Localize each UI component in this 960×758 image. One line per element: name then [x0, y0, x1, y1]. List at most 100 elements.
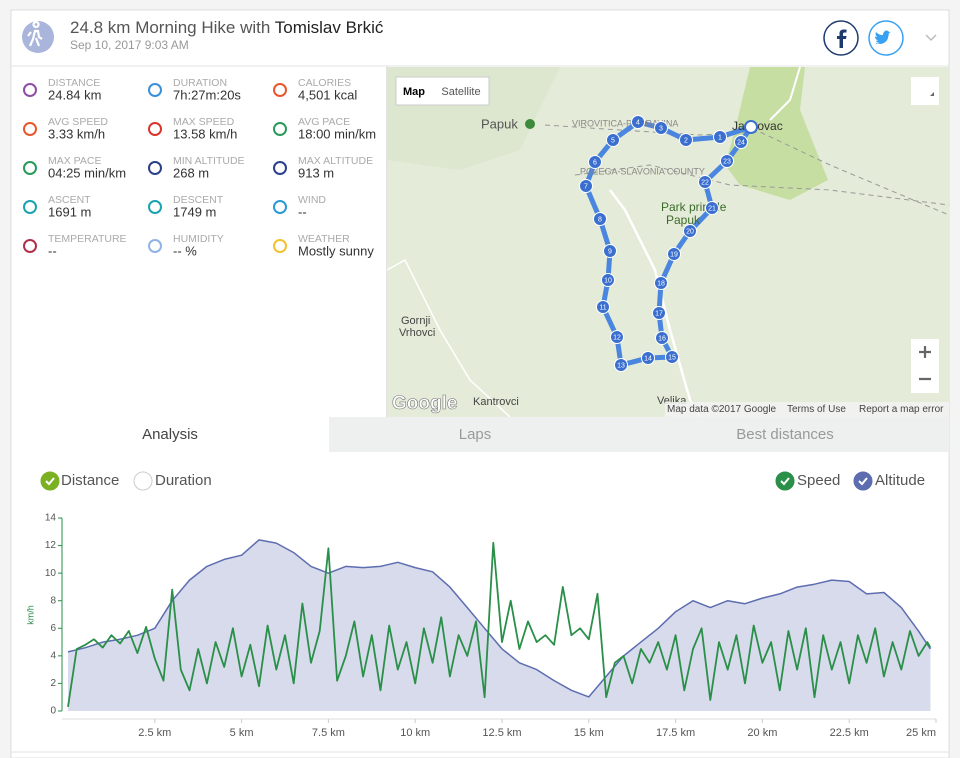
- stat-label: MAX ALTITUDE: [298, 155, 373, 167]
- stat-label: MIN ALTITUDE: [173, 155, 245, 167]
- route-marker: [614, 358, 628, 372]
- map-attribution-text[interactable]: Terms of Use: [787, 404, 846, 415]
- route-marker: [606, 133, 620, 147]
- stat-label: DESCENT: [173, 194, 224, 206]
- route-marker: [667, 247, 681, 261]
- stat-value: 24.84 km: [48, 87, 101, 102]
- stat-icon: [148, 239, 162, 253]
- athlete-name[interactable]: Tomislav Brkić: [275, 18, 384, 37]
- stat-value: 4,501 kcal: [298, 87, 357, 102]
- y-axis-label: km/h: [25, 605, 35, 625]
- route-marker: [698, 175, 712, 189]
- fullscreen-glyph: [930, 92, 934, 96]
- facebook-share[interactable]: [823, 20, 859, 56]
- x-tick-label: 22.5 km: [830, 727, 869, 739]
- y-tick-label: 6: [50, 623, 56, 634]
- stat-label: DISTANCE: [48, 77, 100, 89]
- stat-value: 1691 m: [48, 204, 91, 219]
- stat-icon: [23, 122, 37, 136]
- map-label: POŽEGA-SLAVONIA COUNTY: [580, 166, 705, 176]
- map-type-control: [395, 76, 490, 106]
- y-tick-label: 10: [45, 568, 57, 579]
- stat-icon: [148, 83, 162, 97]
- toggle-circle[interactable]: [775, 471, 795, 491]
- x-tick-label: 7.5 km: [312, 727, 345, 739]
- y-tick-label: 8: [50, 595, 56, 606]
- stat-value: 7h:27m:20s: [173, 87, 241, 102]
- chart-toggles: Distance Duration Speed Altitude: [40, 471, 925, 491]
- map-attribution-text[interactable]: Report a map error: [859, 404, 944, 415]
- stat-label: ASCENT: [48, 194, 91, 206]
- stat-value: --: [298, 204, 307, 219]
- stat-icon: [273, 161, 287, 175]
- x-tick-label: 12.5 km: [482, 727, 521, 739]
- stat-value: 04:25 min/km: [48, 165, 126, 180]
- fullscreen-button[interactable]: [911, 77, 939, 105]
- facebook-glyph[interactable]: [837, 29, 847, 49]
- route-marker-label: 9: [608, 248, 612, 255]
- park-icon: [525, 119, 535, 129]
- stat-value: 268 m: [173, 165, 209, 180]
- legend-label[interactable]: Altitude: [875, 472, 925, 489]
- activity-date: Sep 10, 2017 9:03 AM: [70, 38, 189, 52]
- map-logo: Google: [392, 393, 457, 414]
- toggle-circle[interactable]: [853, 471, 873, 491]
- route-marker-label: 24: [737, 139, 745, 146]
- tab[interactable]: Laps: [459, 426, 492, 443]
- toggle-label[interactable]: Duration: [155, 472, 212, 489]
- toggle-check: [780, 477, 790, 486]
- route-marker-label: 14: [644, 355, 652, 362]
- hiker-glyph: [27, 20, 43, 47]
- map-label: VIROVITICA-PODRAVINA: [572, 118, 678, 128]
- stat-label: CALORIES: [298, 77, 351, 89]
- toggle-circle[interactable]: [40, 471, 60, 491]
- start-pin: [744, 120, 758, 134]
- route-marker-label: 13: [617, 362, 625, 369]
- route-marker: [610, 330, 624, 344]
- map-label: Kantrovci: [473, 396, 519, 408]
- map[interactable]: Papuk VIROVITICA-PODRAVINA POŽEGA-SLAVONIA…: [387, 67, 949, 417]
- route-marker-label: 3: [659, 125, 663, 132]
- map-button[interactable]: Map: [403, 86, 425, 98]
- route-marker-label: 19: [670, 251, 678, 258]
- toggle-check: [45, 477, 55, 486]
- x-tick-label: 5 km: [230, 727, 254, 739]
- stat-label: AVG PACE: [298, 116, 350, 128]
- map-attribution-text: Map data ©2017 Google: [667, 404, 777, 415]
- expand-chevron[interactable]: [925, 34, 937, 42]
- tab[interactable]: Best distances: [736, 426, 834, 443]
- twitter-share[interactable]: [868, 20, 904, 56]
- map-label: Gornji: [401, 315, 430, 327]
- stat-icon: [273, 239, 287, 253]
- analysis-chart: 0 2 4 6 8 10 12 14 km/h 2.5 km 5 km 7.5 km 10 km 12.5…: [25, 513, 937, 739]
- route-marker: [705, 201, 719, 215]
- series-line: [67, 539, 932, 698]
- tabs: Analysis Laps Best distances: [142, 426, 834, 443]
- toggle-circle[interactable]: [133, 471, 153, 491]
- legend-label[interactable]: Speed: [797, 472, 840, 489]
- road: [769, 67, 801, 121]
- map-label: Papuk: [666, 213, 701, 227]
- route-marker: [713, 130, 727, 144]
- route-marker: [655, 331, 669, 345]
- stat-icon: [23, 161, 37, 175]
- route-marker: [596, 300, 610, 314]
- twitter-glyph[interactable]: [875, 30, 891, 45]
- x-tick-label: 2.5 km: [138, 727, 171, 739]
- route-marker-label: 23: [723, 158, 731, 165]
- stat-icon: [148, 161, 162, 175]
- route-marker: [603, 244, 617, 258]
- stat-label: HUMIDITY: [173, 233, 224, 245]
- toggle-label[interactable]: Distance: [61, 472, 119, 489]
- x-tick-label: 15 km: [574, 727, 604, 739]
- stat-icon: [23, 239, 37, 253]
- tab[interactable]: Analysis: [142, 426, 198, 443]
- stat-icon: [273, 122, 287, 136]
- stat-value: -- %: [173, 243, 197, 258]
- stat-label: MAX PACE: [48, 155, 101, 167]
- stat-label: MAX SPEED: [173, 116, 235, 128]
- map-button[interactable]: Satellite: [441, 86, 480, 98]
